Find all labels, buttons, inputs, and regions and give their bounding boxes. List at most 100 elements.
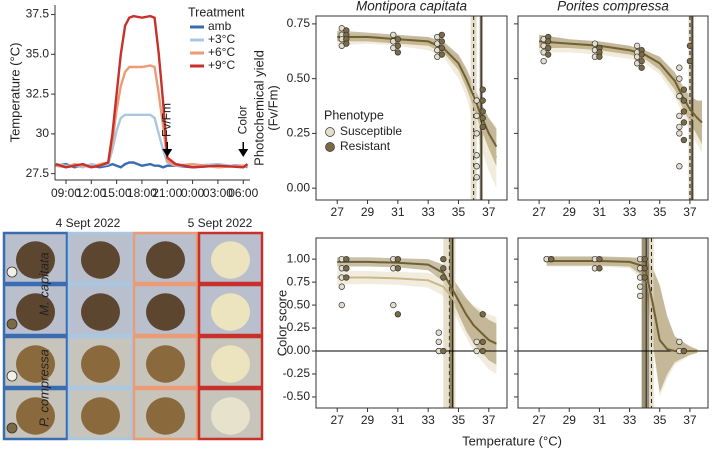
data-point — [440, 347, 447, 355]
data-point — [390, 31, 397, 38]
data-point — [676, 112, 683, 120]
data-point — [596, 53, 603, 60]
x-tick-label: 37 — [482, 413, 496, 427]
y-tick-label: -0.25 — [283, 366, 311, 380]
panel-frame — [517, 237, 709, 409]
threshold-interval — [641, 238, 650, 408]
y-tick-label: 35.0 — [26, 46, 50, 60]
data-point — [545, 44, 552, 52]
temperature-line — [55, 14, 249, 169]
y-tick-label: 37.5 — [26, 7, 50, 21]
coral-fragment — [146, 241, 185, 279]
phenotype-marker — [6, 266, 18, 278]
data-point — [473, 97, 480, 104]
fit-line — [337, 38, 498, 159]
coral-fragment — [81, 293, 120, 331]
x-tick-label: 29 — [361, 413, 375, 427]
data-point — [473, 163, 480, 170]
data-point — [473, 347, 480, 355]
data-point — [636, 283, 644, 290]
data-point — [596, 265, 603, 272]
y-axis-label: Photochemical yield — [251, 50, 266, 166]
data-point — [686, 42, 694, 49]
x-tick-label: 27 — [532, 205, 546, 219]
annotation-label: Color — [235, 106, 249, 135]
data-point — [343, 265, 350, 272]
plot-area — [316, 238, 507, 408]
coral-fragment — [81, 241, 120, 279]
date-label: 5 Sept 2022 — [188, 216, 253, 230]
x-tick-label: 29 — [361, 205, 375, 219]
data-point — [473, 112, 480, 120]
x-tick-label: 33 — [421, 205, 435, 219]
x-tick-label: 31 — [593, 205, 607, 219]
y-tick-label: 0.75 — [287, 16, 311, 30]
data-point — [394, 42, 402, 49]
confidence-band — [546, 257, 698, 397]
data-point — [680, 97, 688, 104]
data-point — [638, 64, 645, 71]
coral-fragment — [16, 397, 55, 435]
phenotype-marker — [6, 370, 18, 382]
data-point — [394, 49, 402, 56]
fit-line — [539, 40, 703, 124]
data-point — [338, 301, 345, 309]
coral-fragment — [146, 397, 185, 435]
data-point — [676, 130, 683, 137]
data-point — [343, 40, 350, 47]
coral-fragment — [146, 293, 185, 331]
data-point — [545, 51, 552, 58]
coral-fragment — [16, 241, 55, 279]
x-tick-label: 18:00 — [127, 186, 157, 200]
threshold-interval — [449, 238, 454, 408]
y-tick-label: 0.75 — [287, 274, 311, 288]
annotation-label: Fv/Fm — [159, 103, 173, 137]
fit-line — [337, 276, 497, 347]
panel-frame — [315, 237, 508, 409]
data-point — [676, 93, 683, 100]
y-tick-label: 0.00 — [287, 180, 311, 194]
panel-frame — [315, 15, 508, 201]
y-tick-label: -0.50 — [283, 389, 311, 403]
data-point — [591, 40, 599, 47]
data-point — [638, 57, 645, 65]
confidence-band — [539, 34, 702, 145]
x-tick-label: 37 — [683, 205, 697, 219]
coral-fragment — [211, 293, 250, 331]
data-point — [343, 255, 350, 263]
data-point — [676, 64, 683, 71]
data-point — [680, 86, 688, 93]
fit-line — [337, 260, 497, 345]
data-point — [641, 265, 648, 272]
data-point — [680, 108, 688, 115]
x-tick-label: 03:00 — [203, 186, 233, 200]
data-point — [435, 329, 442, 336]
data-point — [440, 255, 447, 263]
data-point — [676, 75, 683, 82]
data-point — [435, 338, 442, 345]
species-label: M. capitata — [36, 252, 51, 316]
data-point — [479, 97, 486, 104]
data-point — [641, 274, 648, 281]
data-point — [440, 265, 447, 272]
y-tick-label: 30 — [36, 126, 50, 140]
y-tick-label: 0.25 — [287, 126, 311, 140]
data-point — [596, 255, 603, 263]
date-label: 4 Sept 2022 — [56, 216, 121, 230]
data-point — [680, 119, 688, 126]
x-tick-label: 29 — [563, 205, 577, 219]
panel-title: Montipora capitata — [356, 0, 468, 14]
x-tick-label: 35 — [452, 413, 466, 427]
data-point — [479, 123, 486, 130]
legend-label: +6°C — [208, 45, 235, 59]
x-tick-label: 09:00 — [51, 186, 81, 200]
y-tick-label: 1.00 — [287, 251, 311, 265]
y-tick-label: 0.00 — [287, 343, 311, 357]
x-tick-label: 06:00 — [228, 186, 258, 200]
data-point — [440, 274, 447, 281]
x-axis-label: Temperature (°C) — [462, 433, 562, 448]
data-point — [394, 36, 402, 43]
panel-title: Porites compressa — [557, 0, 669, 14]
data-point — [438, 31, 445, 38]
